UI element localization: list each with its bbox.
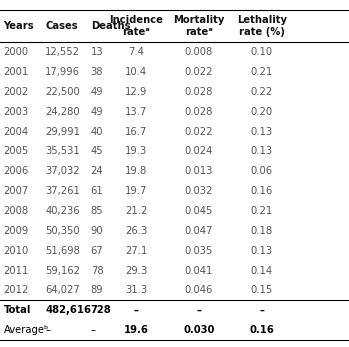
Text: 40,236: 40,236	[45, 206, 80, 216]
Text: 16.7: 16.7	[125, 127, 147, 137]
Text: 2002: 2002	[3, 87, 29, 97]
Text: 50,350: 50,350	[45, 226, 80, 236]
Text: Lethality
rate (%): Lethality rate (%)	[237, 16, 287, 37]
Text: 24: 24	[91, 166, 103, 176]
Text: 59,162: 59,162	[45, 265, 80, 276]
Text: 67: 67	[91, 246, 104, 256]
Text: Deaths: Deaths	[91, 21, 130, 31]
Text: –: –	[134, 305, 139, 315]
Text: 29,991: 29,991	[45, 127, 80, 137]
Text: 31.3: 31.3	[125, 286, 147, 295]
Text: 27.1: 27.1	[125, 246, 147, 256]
Text: 0.035: 0.035	[185, 246, 213, 256]
Text: 0.028: 0.028	[185, 87, 213, 97]
Text: 0.032: 0.032	[185, 186, 213, 196]
Text: 0.028: 0.028	[185, 107, 213, 117]
Text: 2005: 2005	[3, 146, 29, 156]
Text: 0.15: 0.15	[251, 286, 273, 295]
Text: 2006: 2006	[3, 166, 29, 176]
Text: 0.046: 0.046	[185, 286, 213, 295]
Text: 40: 40	[91, 127, 103, 137]
Text: 2000: 2000	[3, 47, 29, 57]
Text: 0.022: 0.022	[185, 67, 213, 77]
Text: 49: 49	[91, 87, 103, 97]
Text: –: –	[259, 305, 264, 315]
Text: –: –	[45, 325, 50, 335]
Text: 17,996: 17,996	[45, 67, 80, 77]
Text: 0.22: 0.22	[251, 87, 273, 97]
Text: 2003: 2003	[3, 107, 29, 117]
Text: Cases: Cases	[45, 21, 78, 31]
Text: 0.013: 0.013	[185, 166, 213, 176]
Text: 0.21: 0.21	[251, 67, 273, 77]
Text: 35,531: 35,531	[45, 146, 80, 156]
Text: 2007: 2007	[3, 186, 29, 196]
Text: 13: 13	[91, 47, 103, 57]
Text: 0.20: 0.20	[251, 107, 273, 117]
Text: 0.008: 0.008	[185, 47, 213, 57]
Text: 19.7: 19.7	[125, 186, 147, 196]
Text: 12.9: 12.9	[125, 87, 147, 97]
Text: 85: 85	[91, 206, 103, 216]
Text: 22,500: 22,500	[45, 87, 80, 97]
Text: –: –	[91, 325, 96, 335]
Text: 7.4: 7.4	[128, 47, 144, 57]
Text: 19.3: 19.3	[125, 146, 147, 156]
Text: Mortality
rateᵃ: Mortality rateᵃ	[173, 16, 225, 37]
Text: 0.045: 0.045	[185, 206, 213, 216]
Text: 728: 728	[91, 305, 111, 315]
Text: Averageᵇ: Averageᵇ	[3, 325, 49, 335]
Text: 0.14: 0.14	[251, 265, 273, 276]
Text: 0.041: 0.041	[185, 265, 213, 276]
Text: 0.06: 0.06	[251, 166, 273, 176]
Text: 0.030: 0.030	[183, 325, 215, 335]
Text: 0.13: 0.13	[251, 146, 273, 156]
Text: 61: 61	[91, 186, 104, 196]
Text: 26.3: 26.3	[125, 226, 147, 236]
Text: 89: 89	[91, 286, 103, 295]
Text: 0.022: 0.022	[185, 127, 213, 137]
Text: 0.16: 0.16	[249, 325, 274, 335]
Text: –: –	[196, 305, 201, 315]
Text: 29.3: 29.3	[125, 265, 147, 276]
Text: 90: 90	[91, 226, 103, 236]
Text: 2004: 2004	[3, 127, 29, 137]
Text: 45: 45	[91, 146, 103, 156]
Text: 2009: 2009	[3, 226, 29, 236]
Text: 0.13: 0.13	[251, 127, 273, 137]
Text: 24,280: 24,280	[45, 107, 80, 117]
Text: 0.21: 0.21	[251, 206, 273, 216]
Text: 19.8: 19.8	[125, 166, 147, 176]
Text: 51,698: 51,698	[45, 246, 80, 256]
Text: 0.10: 0.10	[251, 47, 273, 57]
Text: Years: Years	[3, 21, 34, 31]
Text: 2010: 2010	[3, 246, 29, 256]
Text: Incidence
rateᵃ: Incidence rateᵃ	[109, 16, 163, 37]
Text: Total: Total	[3, 305, 31, 315]
Text: 0.18: 0.18	[251, 226, 273, 236]
Text: 2001: 2001	[3, 67, 29, 77]
Text: 0.024: 0.024	[185, 146, 213, 156]
Text: 10.4: 10.4	[125, 67, 147, 77]
Text: 37,261: 37,261	[45, 186, 80, 196]
Text: 0.13: 0.13	[251, 246, 273, 256]
Text: 38: 38	[91, 67, 103, 77]
Text: 64,027: 64,027	[45, 286, 80, 295]
Text: 21.2: 21.2	[125, 206, 147, 216]
Text: 2008: 2008	[3, 206, 29, 216]
Text: 2012: 2012	[3, 286, 29, 295]
Text: 19.6: 19.6	[124, 325, 149, 335]
Text: 78: 78	[91, 265, 103, 276]
Text: 0.047: 0.047	[185, 226, 213, 236]
Text: 2011: 2011	[3, 265, 29, 276]
Text: 0.16: 0.16	[251, 186, 273, 196]
Text: 49: 49	[91, 107, 103, 117]
Text: 482,616: 482,616	[45, 305, 91, 315]
Text: 13.7: 13.7	[125, 107, 147, 117]
Text: 37,032: 37,032	[45, 166, 80, 176]
Text: 12,552: 12,552	[45, 47, 80, 57]
